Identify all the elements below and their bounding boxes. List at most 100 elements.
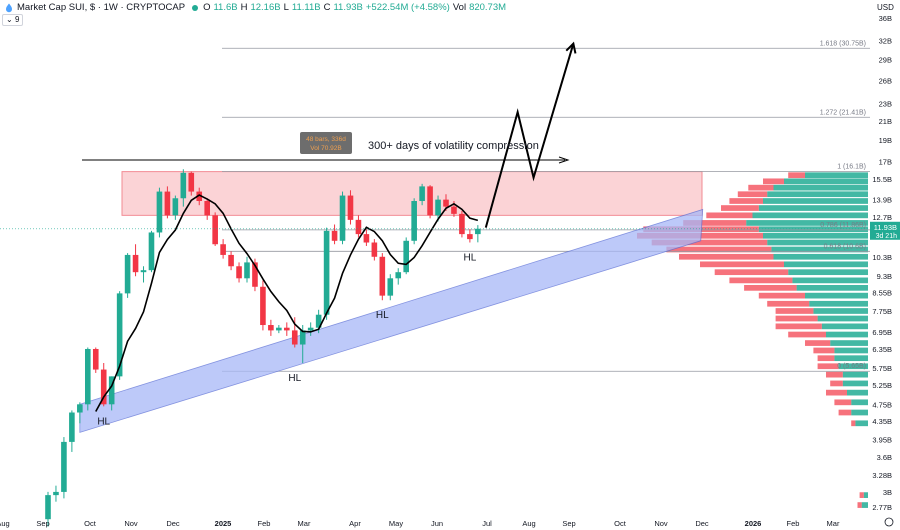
volume-profile-up-bar <box>809 300 868 307</box>
time-tick-label: 2026 <box>745 519 762 528</box>
volume-profile-down-bar <box>775 323 822 330</box>
compression-label: 300+ days of volatility compression <box>368 140 539 152</box>
fib-level-label: 1.618 (30.75B) <box>820 40 866 47</box>
symbol-title[interactable]: Market Cap SUI, $ · 1W · CRYPTOCAP <box>17 2 186 13</box>
volume-profile-up-bar <box>784 178 868 185</box>
time-tick-label: 2025 <box>215 519 232 528</box>
hl-label: HL <box>288 373 301 384</box>
chart-legend: Market Cap SUI, $ · 1W · CRYPTOCAP O 11.6… <box>4 2 506 13</box>
candle-body <box>164 191 171 216</box>
candle-body <box>188 172 195 192</box>
indicator-count-button[interactable]: ⌄ 9 <box>2 14 24 26</box>
close-label: C <box>323 2 331 13</box>
fib-level-label: 0 (5.65B) <box>837 363 866 370</box>
candle-body <box>220 244 226 255</box>
volume-profile-down-bar <box>666 246 772 253</box>
candle-body <box>196 191 203 202</box>
price-tick-label: 6.95B <box>872 328 892 337</box>
chevron-down-icon: ⌄ <box>6 15 13 24</box>
volume-profile-up-bar <box>763 198 868 204</box>
price-tick-label: 3.28B <box>872 471 892 480</box>
volume-profile-down-bar <box>834 399 852 406</box>
candle-body <box>148 232 155 271</box>
volume-profile-down-bar <box>775 315 818 322</box>
price-tick-label: 17B <box>879 157 892 166</box>
volume-profile-down-bar <box>758 292 805 299</box>
price-tick-label: 4.35B <box>872 417 892 426</box>
sui-logo-icon <box>6 3 12 12</box>
price-tick-label: 3B <box>883 488 892 497</box>
candle-body <box>355 219 362 235</box>
volume-profile-up-bar <box>842 380 868 387</box>
volume-profile-up-bar <box>763 232 868 239</box>
price-tick-label: 5.75B <box>872 364 892 373</box>
candle-body <box>268 325 274 331</box>
candle-body <box>435 199 441 216</box>
candle-body <box>77 404 83 413</box>
candle-body <box>315 314 322 328</box>
time-tick-label: Mar <box>827 519 840 528</box>
price-tick-label: 12.7B <box>872 213 892 222</box>
price-tick-label: 4.75B <box>872 400 892 409</box>
time-tick-label: Oct <box>84 519 97 528</box>
compression-arrowhead <box>558 156 570 164</box>
range-measure-box <box>300 132 352 154</box>
volume-profile-down-bar <box>721 205 759 211</box>
fib-level-label: 0.618 (10.6B) <box>824 243 866 250</box>
volume-profile-down-bar <box>805 340 831 346</box>
volume-profile-down-bar <box>729 198 763 204</box>
settings-gear-icon[interactable] <box>884 517 894 527</box>
low-label: L <box>283 2 289 13</box>
currency-label[interactable]: USD <box>877 3 894 12</box>
time-tick-label: Jun <box>431 519 443 528</box>
time-tick-label: Feb <box>787 519 800 528</box>
price-tick-label: 10.3B <box>872 253 892 262</box>
price-tick-label: 6.35B <box>872 345 892 354</box>
hl-label: HL <box>97 416 110 427</box>
time-tick-label: Oct <box>614 519 627 528</box>
volume-profile-down-bar <box>817 355 835 362</box>
candle-body <box>443 199 449 207</box>
candle-body <box>307 327 314 331</box>
candle-body <box>427 186 433 216</box>
vol-label: Vol <box>452 2 467 13</box>
candle-body <box>395 272 402 279</box>
candle-body <box>403 240 409 273</box>
candle-body <box>339 195 346 241</box>
current-price-badge <box>870 221 900 240</box>
moving-average-line <box>95 194 479 412</box>
time-tick-label: Jul <box>482 519 492 528</box>
volume-profile-up-bar <box>861 502 868 508</box>
time-tick-label: Dec <box>166 519 180 528</box>
volume-profile-down-bar <box>775 308 814 314</box>
volume-profile-down-bar <box>683 220 747 226</box>
price-tick-label: 8.55B <box>872 288 892 297</box>
volume-profile-up-bar <box>773 184 868 191</box>
candle-body <box>69 412 75 442</box>
volume-profile-up-bar <box>821 323 868 330</box>
volume-profile-down-bar <box>788 331 826 338</box>
time-tick-label: Nov <box>124 519 138 528</box>
candle-body <box>347 195 354 220</box>
volume-profile-up-bar <box>792 277 868 284</box>
candle-body <box>53 491 59 496</box>
bar-countdown-label: 3d 21h <box>876 233 898 240</box>
candle-body <box>371 242 378 257</box>
volume-profile-up-bar <box>767 239 868 246</box>
volume-profile-down-bar <box>700 261 784 268</box>
high-label: H <box>240 2 248 13</box>
volume-profile-down-bar <box>826 389 847 396</box>
candle-body <box>45 495 51 520</box>
candle-body <box>132 254 139 273</box>
volume-profile-up-bar <box>830 340 868 346</box>
low-value: 11.11B <box>291 2 321 13</box>
price-tick-label: 23B <box>879 100 892 109</box>
volume-profile-up-bar <box>834 347 868 354</box>
candle-body <box>124 254 131 294</box>
volume-profile-down-bar <box>817 363 839 370</box>
price-tick-label: 19B <box>879 136 892 145</box>
candle-body <box>387 278 394 296</box>
price-tick-label: 5.25B <box>872 381 892 390</box>
volume-profile-down-bar <box>857 502 862 508</box>
